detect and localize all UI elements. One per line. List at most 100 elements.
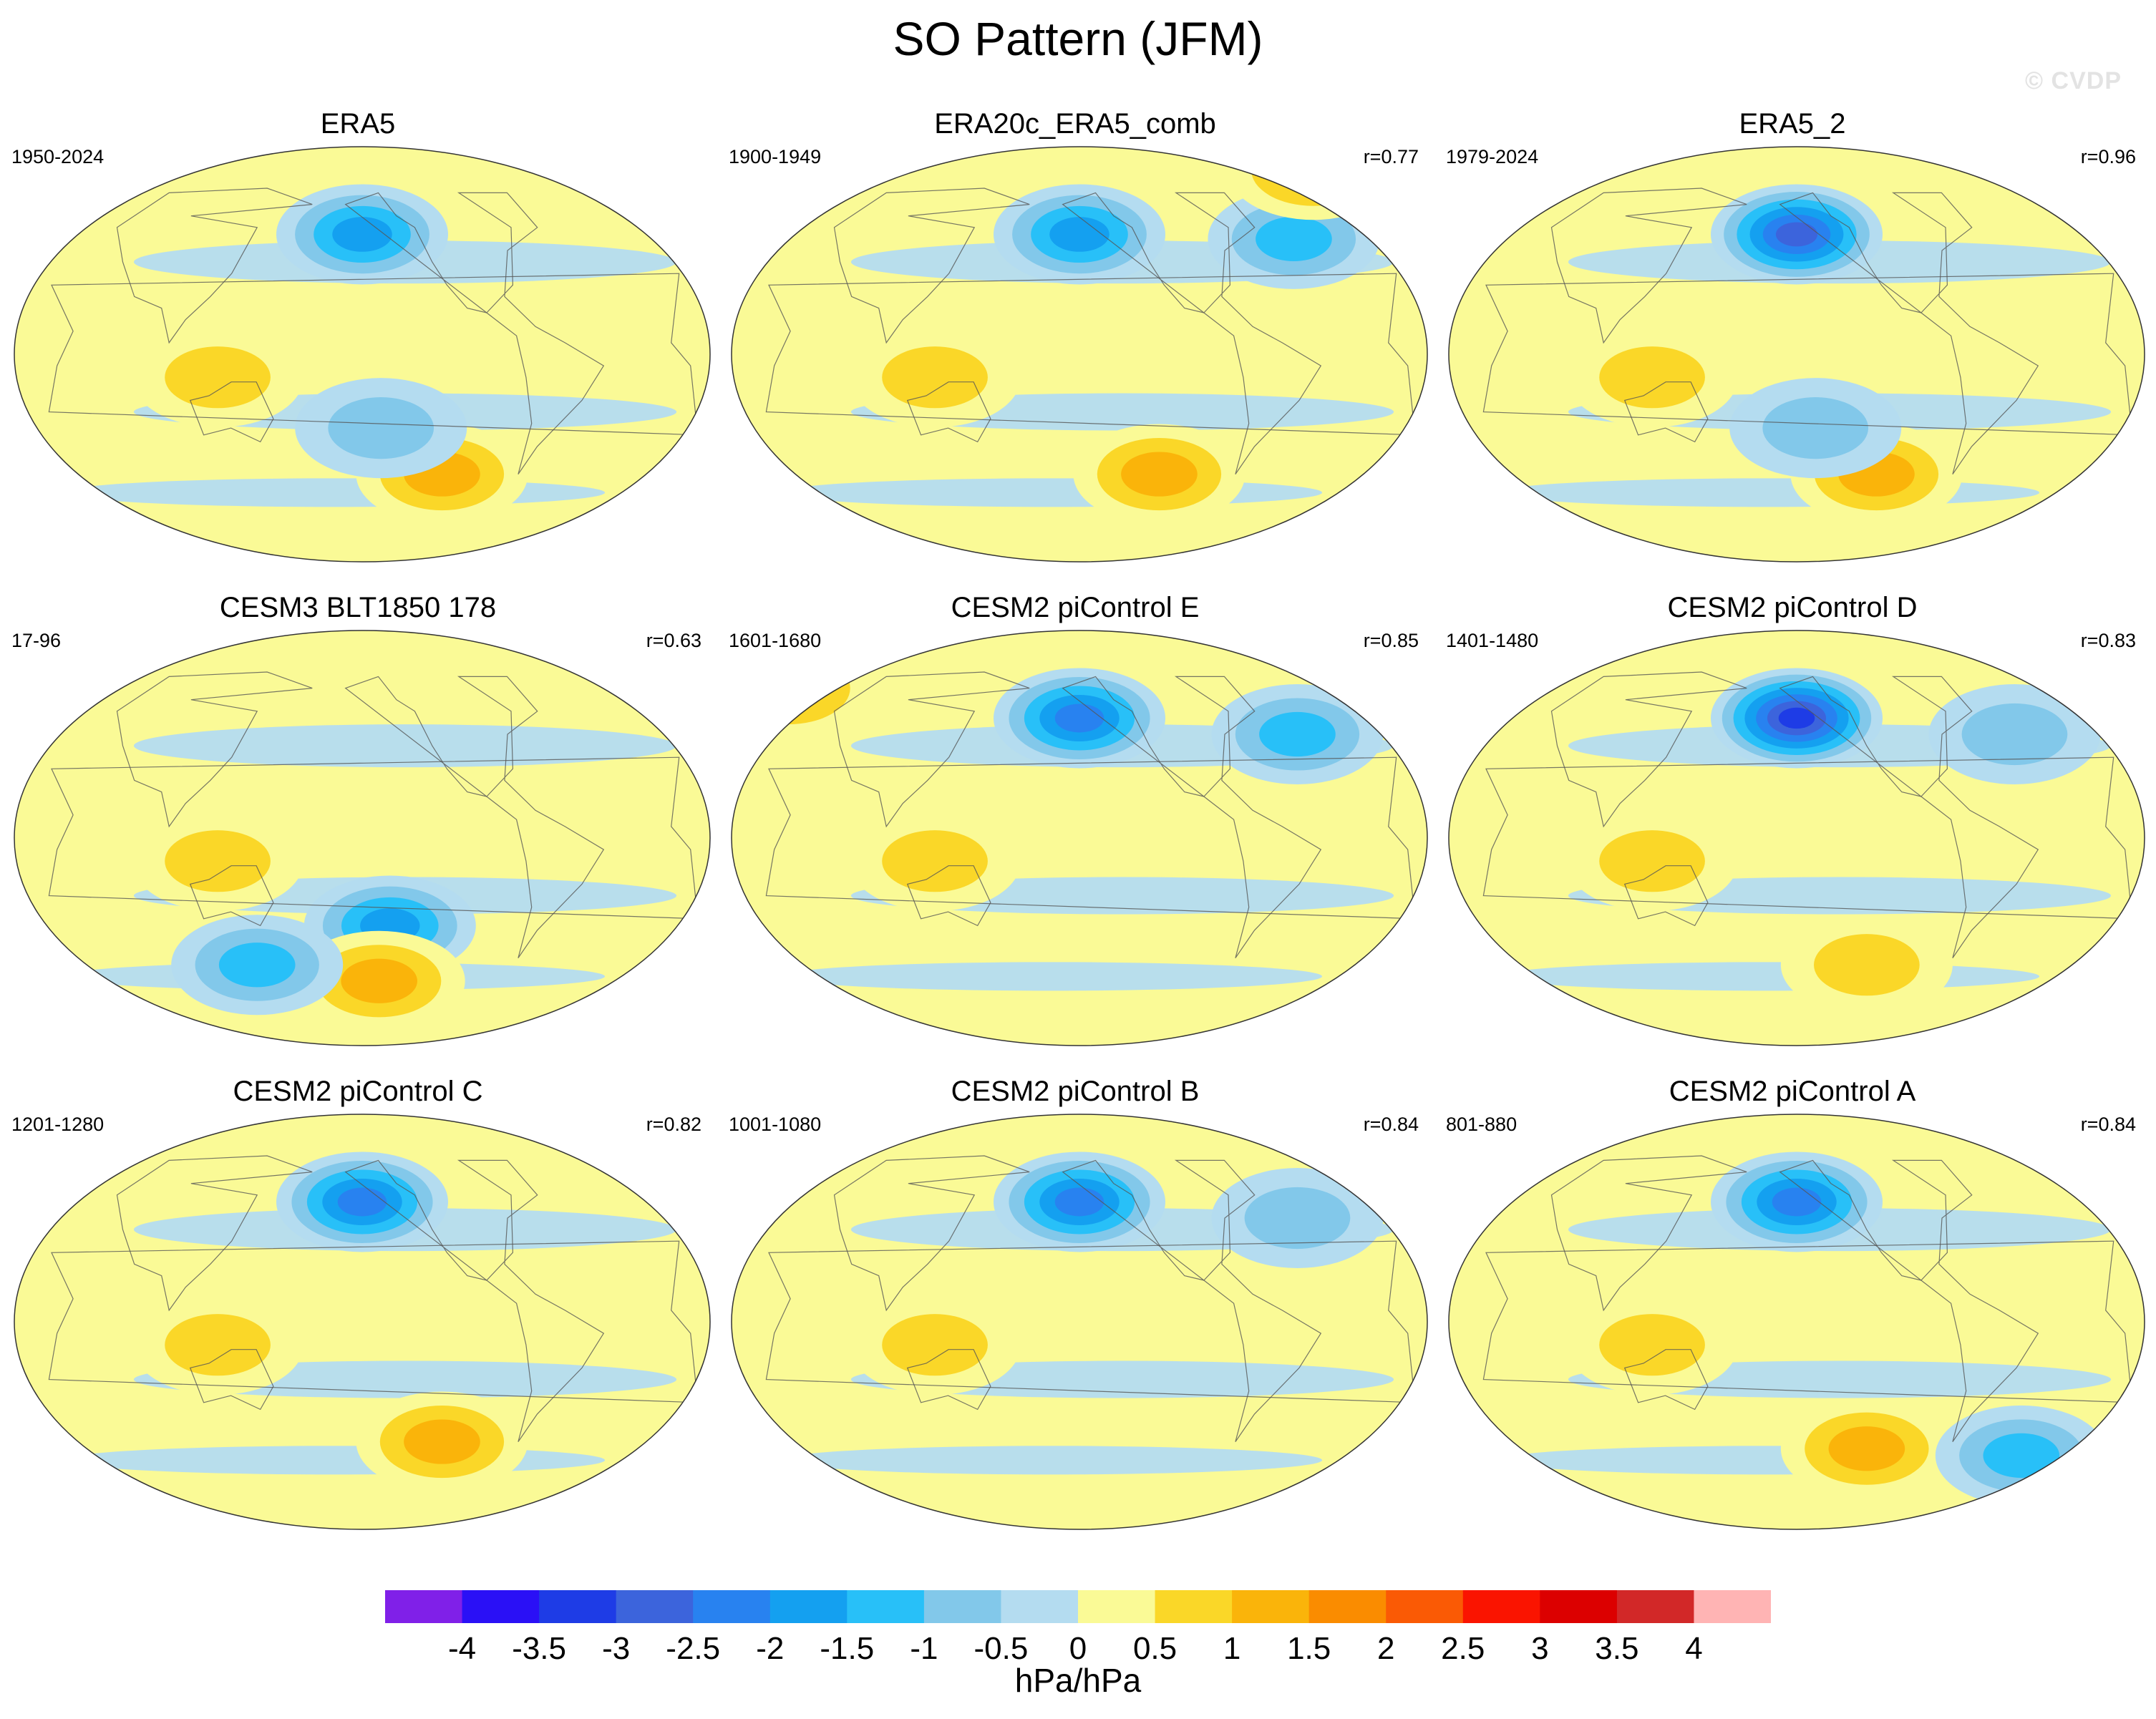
colorbar-tick-label: 1.5 xyxy=(1287,1631,1331,1666)
panel-map xyxy=(731,630,1428,1046)
contour-north-pacific-low xyxy=(1778,707,1815,729)
map-panel-5: CESM2 piControl E 1601-1680 r=0.85 xyxy=(717,590,1433,1048)
contour-southern-ocean-high xyxy=(1814,934,1920,996)
contour-maritime-continent-high xyxy=(1599,346,1705,409)
coastline xyxy=(833,1155,1030,1312)
panel-years: 17-96 xyxy=(11,630,62,651)
panel-correlation: r=0.63 xyxy=(646,630,701,651)
colorbar-tick-label: 0 xyxy=(1069,1631,1087,1666)
coastline xyxy=(1891,676,2039,958)
coastline xyxy=(48,1240,699,1403)
panel-title: ERA5_2 xyxy=(1739,108,1846,140)
contour-band xyxy=(1496,1126,2040,1158)
colorbar-swatch xyxy=(1078,1590,1156,1623)
contour-north-atlantic-low xyxy=(1961,703,2068,766)
contour-north-pacific-low xyxy=(1775,222,1818,247)
coastline xyxy=(189,381,274,443)
contour-north-pacific-low xyxy=(1054,1187,1104,1217)
contour-maritime-continent-high xyxy=(882,1314,988,1376)
coastline xyxy=(765,1240,1416,1403)
panel-years: 1979-2024 xyxy=(1446,146,1539,167)
colorbar-tick-label: -4 xyxy=(447,1631,477,1666)
coastline xyxy=(457,192,605,474)
colorbar-tick-label: -2 xyxy=(756,1631,785,1666)
colorbar-swatch xyxy=(385,1590,463,1623)
contour-north-atlantic-low xyxy=(1259,711,1336,757)
contour-maritime-continent-high xyxy=(165,346,271,409)
colorbar-labels: -4 -3.5 -3 -2.5 -2 -1.5 -1 -0.5 0 0.5 1 1.5 2 2.5 3 3.5… xyxy=(385,1629,1771,1672)
coastline xyxy=(1482,1240,2133,1403)
colorbar-tick-label: -1 xyxy=(910,1631,938,1666)
coastline xyxy=(189,1349,274,1411)
map-outline xyxy=(14,630,711,1046)
coastline xyxy=(344,1159,487,1281)
colorbar-tick-label: -3.5 xyxy=(512,1631,567,1666)
coastline xyxy=(765,273,1416,436)
colorbar-swatch xyxy=(693,1590,771,1623)
coastline xyxy=(906,381,991,443)
map-panel-7: CESM2 piControl C 1201-1280 r=0.82 xyxy=(0,1073,716,1531)
panel-years: 1950-2024 xyxy=(11,146,105,167)
contour-maritime-continent-high xyxy=(882,830,988,892)
contour-maritime-continent-high xyxy=(1599,1314,1705,1376)
coastline xyxy=(116,671,313,828)
contour-band xyxy=(62,792,606,829)
panel-title: CESM2 piControl C xyxy=(233,1076,483,1107)
panel-title: CESM2 piControl B xyxy=(951,1076,1200,1107)
colorbar-swatch xyxy=(1232,1590,1310,1623)
coastline xyxy=(344,676,487,797)
map-outline xyxy=(14,1114,711,1530)
coastline xyxy=(1891,192,2039,474)
coastline xyxy=(1550,188,1747,344)
contour-north-pacific-low xyxy=(1054,703,1104,733)
coastline xyxy=(1062,676,1205,797)
colorbar-swatch xyxy=(923,1590,1001,1623)
colorbar-tick-label: -0.5 xyxy=(973,1631,1029,1666)
colorbar-swatch xyxy=(847,1590,925,1623)
panel-years: 801-880 xyxy=(1446,1114,1518,1135)
panel-correlation: r=0.82 xyxy=(646,1114,701,1135)
panel-title: ERA20c_ERA5_comb xyxy=(934,108,1216,140)
colorbar-swatch xyxy=(1386,1590,1464,1623)
map-panel-1: ERA5 1950-2024 xyxy=(0,106,716,564)
panel-map xyxy=(14,1114,711,1530)
coastline xyxy=(48,273,699,436)
map-outline xyxy=(731,630,1428,1046)
colorbar-swatch xyxy=(462,1590,540,1623)
contour-north-atlantic-low xyxy=(1256,216,1332,261)
coastline xyxy=(1779,676,1922,797)
colorbar-tick-label: 2.5 xyxy=(1441,1631,1485,1666)
coastline xyxy=(1623,865,1709,927)
coastline xyxy=(344,192,487,313)
contour-southern-ocean-high xyxy=(341,958,417,1003)
contour-band xyxy=(1496,1275,2040,1313)
contour-maritime-continent-high xyxy=(165,830,271,892)
coastline xyxy=(1891,1159,2039,1442)
map-outline xyxy=(1448,146,2145,563)
coastline xyxy=(457,1159,605,1442)
panel-map xyxy=(1448,630,2145,1046)
contour-band xyxy=(62,158,606,190)
contour-north-pacific-low xyxy=(337,1187,387,1217)
panel-title: CESM2 piControl D xyxy=(1667,592,1918,623)
contour-band xyxy=(779,308,1323,346)
coastline xyxy=(906,865,991,927)
map-panel-6: CESM2 piControl D 1401-1480 r=0.83 xyxy=(1434,590,2150,1048)
coastline xyxy=(1174,192,1322,474)
colorbar-tick-label: -3 xyxy=(602,1631,631,1666)
cvdp-watermark: © CVDP xyxy=(2025,67,2122,94)
panel-map xyxy=(1448,1114,2145,1530)
colorbar-tick-label: 0.5 xyxy=(1132,1631,1177,1666)
contour-band xyxy=(779,1446,1323,1475)
coastline xyxy=(1062,1159,1205,1281)
contour-band xyxy=(133,724,677,768)
panel-correlation: r=0.84 xyxy=(1363,1114,1419,1135)
coastline xyxy=(833,188,1030,344)
map-panel-4: CESM3 BLT1850 178 17-96 r=0.63 xyxy=(0,590,716,1048)
colorbar-tick-label: -2.5 xyxy=(666,1631,721,1666)
contour-north-pacific-low xyxy=(1772,1187,1822,1217)
panel-map xyxy=(731,146,1428,563)
colorbar-tick-label: 1 xyxy=(1223,1631,1241,1666)
colorbar-units: hPa/hPa xyxy=(1014,1662,1142,1699)
colorbar xyxy=(385,1590,1771,1623)
